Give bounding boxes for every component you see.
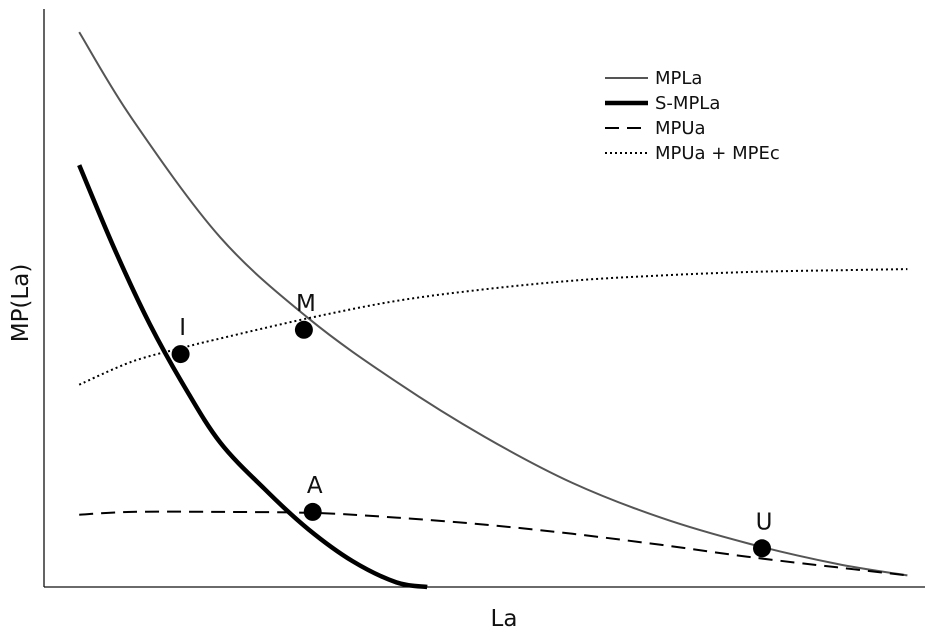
point-label-m: M [296, 291, 316, 317]
legend-label-mpla: MPLa [655, 68, 702, 89]
point-a [303, 502, 322, 521]
axes [43, 9, 925, 588]
point-u [753, 539, 771, 558]
legend: MPLa S-MPLa MPUa MPUa + MPEc [605, 68, 780, 164]
series-layer [77, 31, 908, 590]
series-line-s-mpla [77, 164, 428, 590]
legend-label-mpua-mpec: MPUa + MPEc [655, 143, 780, 164]
point-label-u: U [756, 509, 773, 535]
points-layer: M I A U [171, 291, 773, 558]
y-axis-title: MP(La) [8, 264, 34, 343]
point-label-i: I [179, 315, 186, 341]
legend-label-s-mpla: S-MPLa [655, 93, 720, 114]
point-label-a: A [307, 473, 323, 499]
x-axis-title: La [491, 606, 518, 632]
legend-label-mpua: MPUa [655, 118, 706, 139]
series-line-mpua-mpec [78, 268, 908, 386]
series-line-mpla [78, 31, 908, 577]
point-i [171, 345, 190, 364]
series-line-mpua [79, 510, 908, 577]
point-m [294, 320, 313, 339]
